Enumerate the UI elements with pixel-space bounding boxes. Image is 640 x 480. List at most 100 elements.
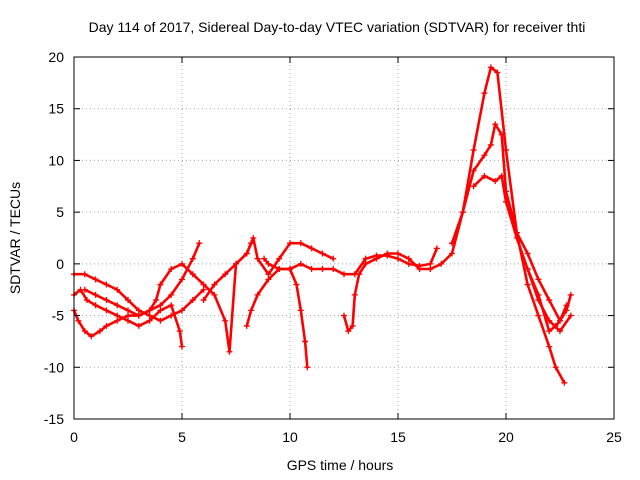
data-point [302, 338, 309, 345]
data-point [254, 255, 261, 262]
data-point [114, 317, 121, 324]
data-point [168, 266, 175, 273]
data-point [103, 297, 110, 304]
data-point [319, 250, 326, 257]
series-line [245, 267, 309, 369]
series-pass-k [470, 172, 574, 335]
data-point [557, 317, 563, 324]
data-point [427, 260, 434, 267]
data-point [179, 276, 185, 283]
data-point [546, 297, 553, 304]
data-point [494, 69, 501, 76]
data-point [535, 291, 542, 298]
data-point [92, 291, 99, 298]
data-point [261, 255, 268, 262]
data-point [330, 255, 337, 262]
data-point [459, 209, 466, 216]
data-point [157, 281, 164, 288]
data-point [470, 183, 477, 190]
data-point [222, 271, 229, 278]
data-point [492, 121, 499, 128]
data-point [395, 250, 401, 257]
data-point [168, 302, 175, 309]
data-point [153, 297, 160, 304]
series-pass-e [200, 235, 337, 304]
data-point [189, 255, 196, 262]
data-point [481, 172, 488, 179]
data-point [254, 291, 261, 298]
series-line [472, 174, 573, 333]
data-point [125, 312, 131, 319]
chart-title: Day 114 of 2017, Sidereal Day-to-day VTE… [89, 19, 586, 35]
data-point [157, 302, 164, 309]
data-point [351, 291, 358, 298]
x-axis: 0 5 10 15 20 25 [70, 57, 622, 445]
data-point [349, 322, 356, 329]
data-point [265, 276, 272, 283]
x-tick-label: 20 [498, 429, 514, 445]
data-point [211, 291, 218, 298]
y-tick-label: 20 [48, 49, 64, 65]
data-point [83, 297, 90, 304]
data-point [546, 343, 553, 350]
series-pass-j [449, 121, 570, 324]
y-tick-label: -5 [52, 308, 65, 324]
data-point [250, 235, 257, 241]
x-tick-label: 0 [70, 429, 78, 445]
data-point [563, 307, 570, 314]
data-point [287, 240, 293, 247]
data-point [125, 297, 131, 304]
data-point [200, 286, 207, 293]
data-point [200, 297, 207, 304]
y-tick-label: 15 [48, 101, 64, 117]
data-point [524, 281, 531, 288]
data-point [567, 291, 574, 298]
data-point [135, 307, 142, 314]
data-point [345, 328, 352, 335]
grid [74, 57, 614, 419]
series-line [429, 66, 566, 385]
y-axis-label: SDTVAR / TECUs [7, 182, 23, 294]
data-point [226, 348, 233, 355]
data-point [552, 322, 559, 329]
data-point [535, 312, 542, 319]
data-point [233, 260, 239, 267]
x-tick-label: 10 [282, 429, 298, 445]
data-point [293, 281, 300, 288]
y-axis: -15 -10 -5 0 5 10 15 20 [44, 49, 614, 427]
y-tick-label: -15 [44, 411, 64, 427]
data-point [179, 307, 185, 314]
data-point [481, 152, 488, 159]
data-point [135, 322, 142, 329]
data-point [524, 250, 531, 257]
data-point [200, 281, 207, 288]
data-point [75, 317, 82, 324]
data-point [248, 307, 255, 314]
data-point [146, 307, 153, 314]
data-point [243, 250, 250, 257]
data-point [427, 266, 434, 273]
data-point [81, 271, 88, 278]
series-pass-l [524, 266, 574, 335]
data-point [546, 328, 553, 335]
data-point [449, 240, 455, 247]
data-point [189, 297, 196, 304]
data-point [114, 312, 121, 319]
data-point [196, 240, 203, 247]
series-line [342, 252, 432, 333]
data-point [405, 255, 412, 262]
data-point [179, 343, 185, 350]
data-point [557, 328, 563, 335]
series-line [202, 236, 335, 302]
x-tick-label: 25 [606, 429, 622, 445]
data-point [433, 245, 440, 252]
data-point [341, 271, 347, 278]
data-point [470, 147, 477, 154]
data-point [146, 317, 153, 324]
data-point [135, 312, 142, 319]
data-series [71, 64, 574, 386]
data-point [487, 64, 494, 71]
series-pass-i [427, 64, 568, 386]
data-point [373, 255, 380, 262]
